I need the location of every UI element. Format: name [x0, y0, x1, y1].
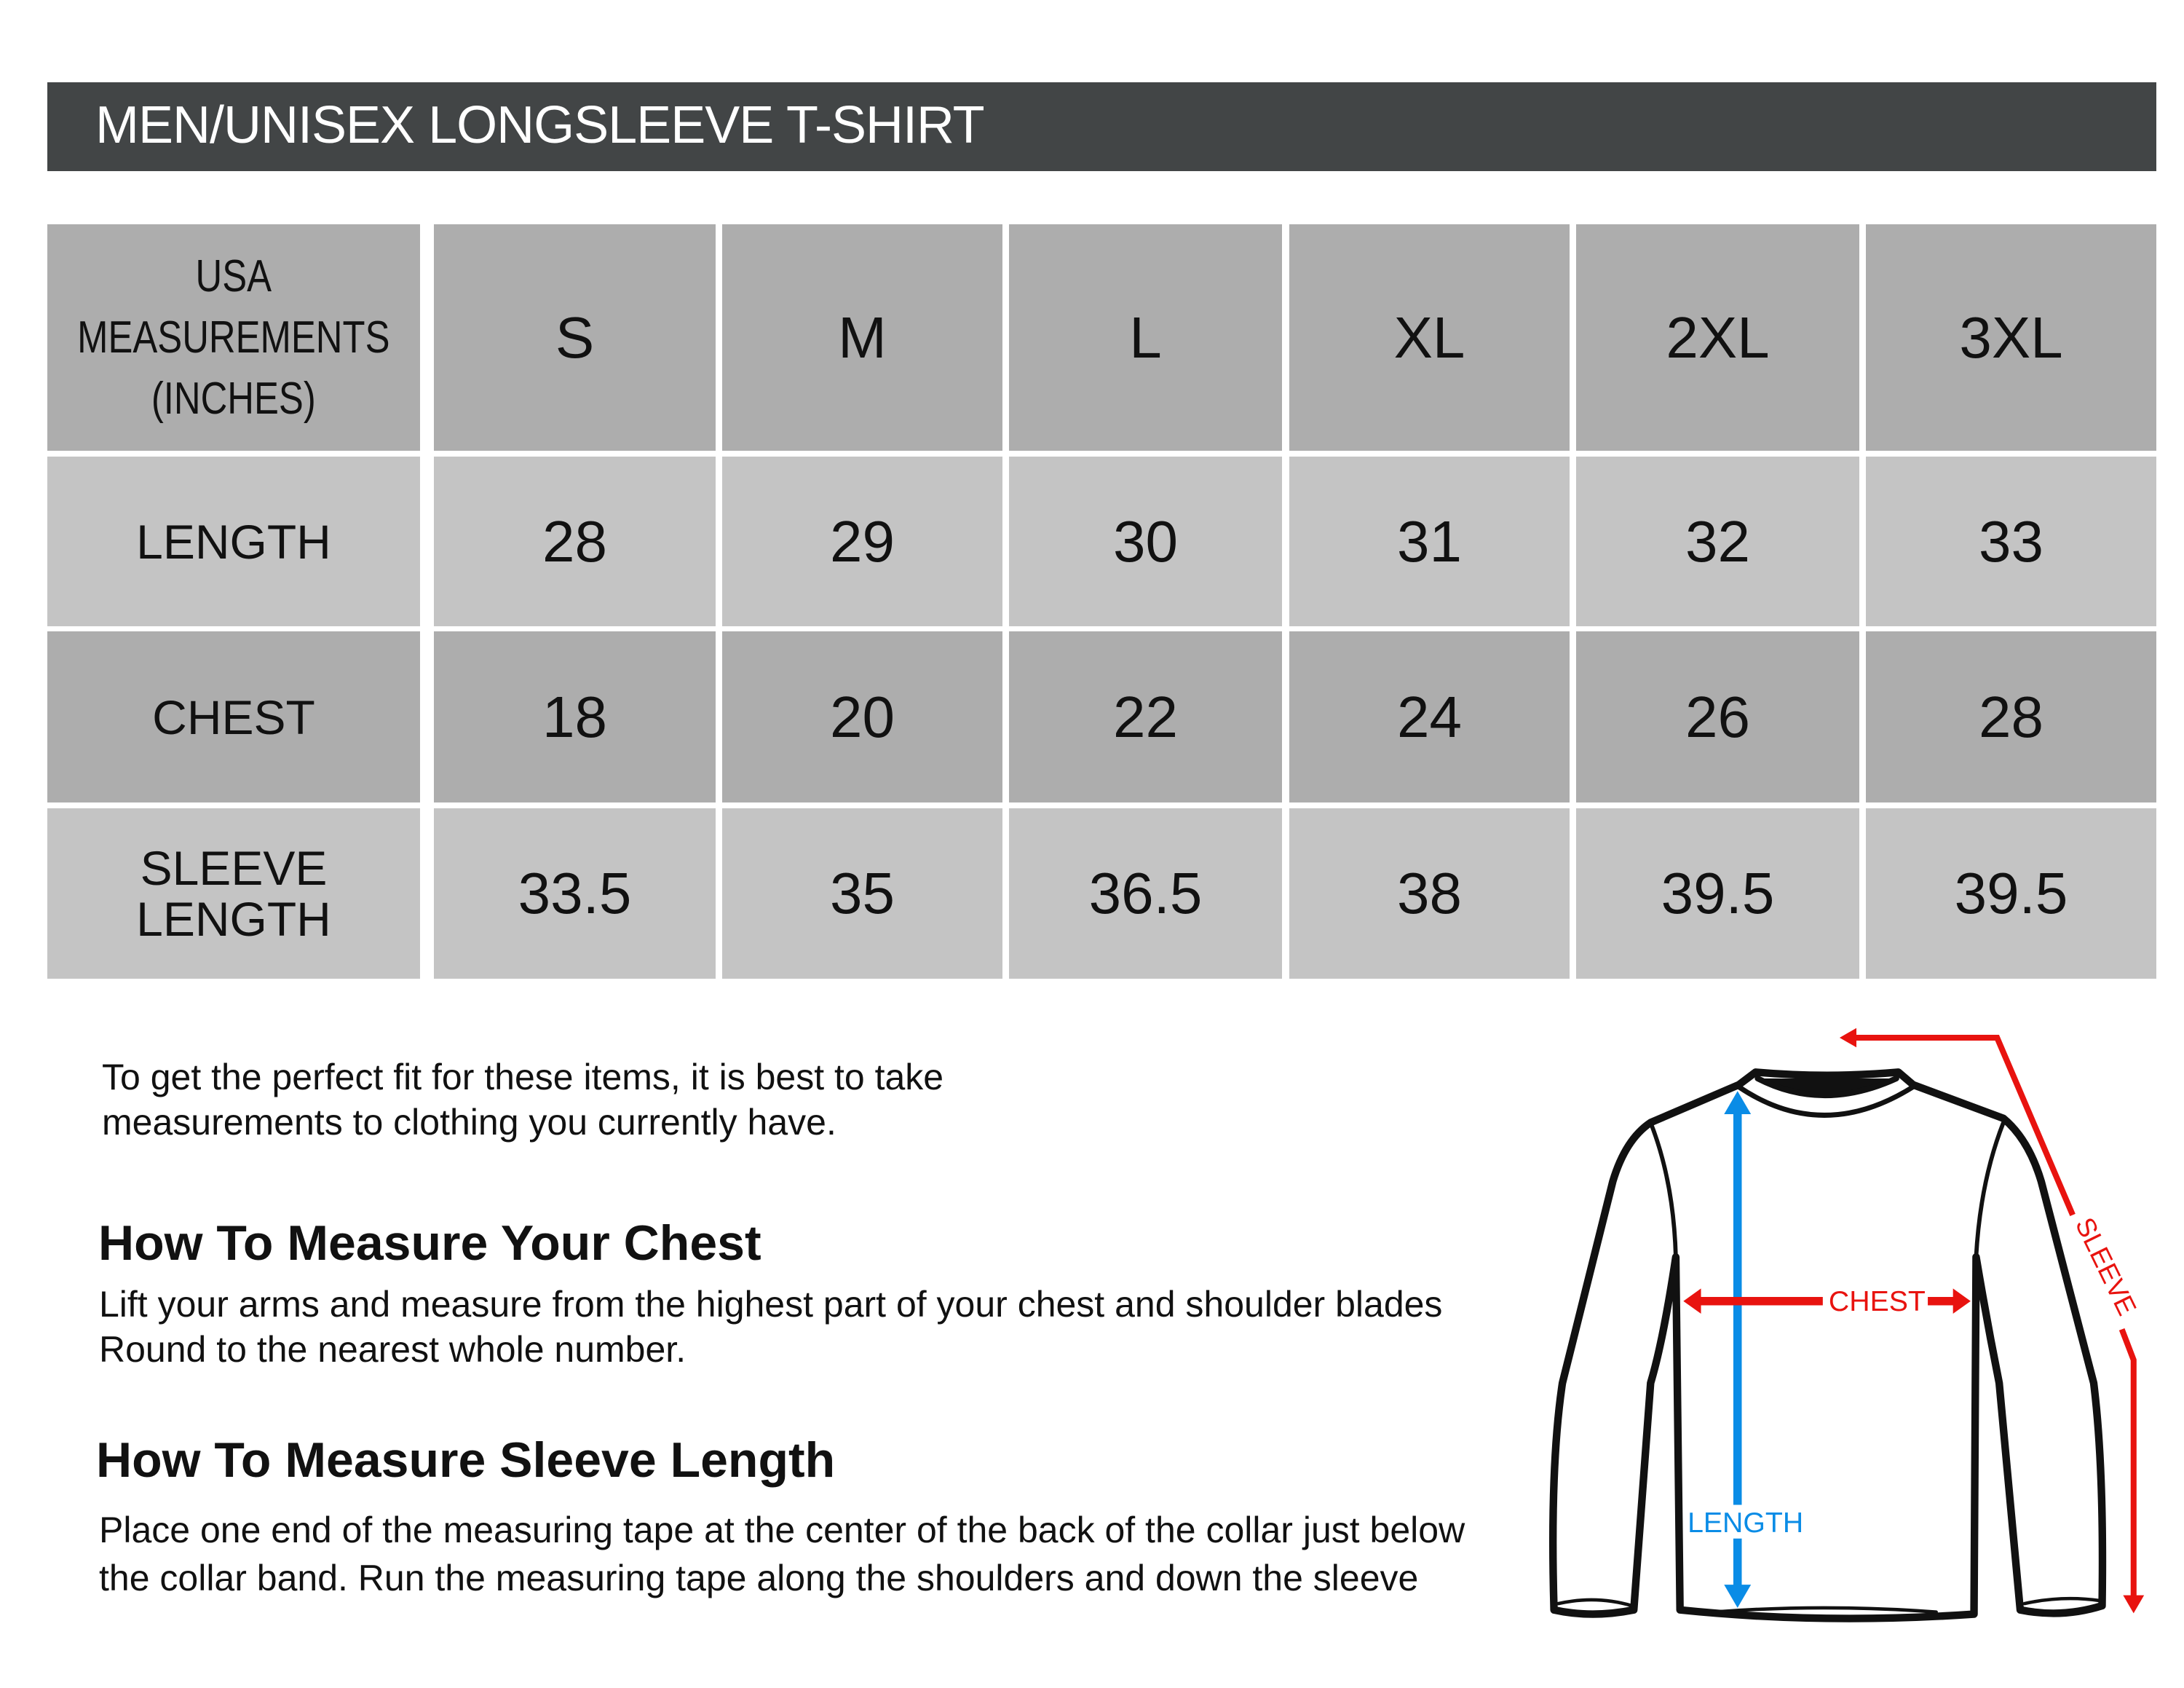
row-label: LENGTH	[136, 514, 331, 569]
chest-line: Lift your arms and measure from the high…	[99, 1284, 1443, 1325]
cell-value: 22	[1113, 684, 1178, 749]
table-cell: 39.5	[1866, 808, 2156, 979]
length-label: LENGTH	[1688, 1507, 1803, 1539]
table-cell: 28	[1866, 631, 2156, 802]
size-label: L	[1129, 304, 1162, 370]
chest-arrow	[1683, 1288, 1971, 1314]
size-header-cell: S	[434, 224, 716, 451]
table-cell: 39.5	[1576, 808, 1859, 979]
shirt-diagram: LENGTH CHEST SLEEVE	[1548, 1028, 2145, 1622]
cell-value: 26	[1685, 684, 1750, 749]
cell-value: 20	[830, 684, 895, 749]
table-cell: 33	[1866, 457, 2156, 626]
cell-value: 31	[1397, 508, 1462, 574]
size-header-cell: M	[722, 224, 1002, 451]
size-header-cell: L	[1009, 224, 1282, 451]
table-cell: 29	[722, 457, 1002, 626]
row-label: CHEST	[152, 690, 315, 744]
table-cell: 35	[722, 808, 1002, 979]
row-label-line: SLEEVE	[140, 841, 328, 895]
cell-value: 28	[1979, 684, 2043, 749]
sleeve-line: the collar band. Run the measuring tape …	[99, 1558, 1419, 1598]
intro-line: measurements to clothing you currently h…	[102, 1102, 836, 1143]
chest-instructions: Lift your arms and measure from the high…	[99, 1282, 1442, 1372]
chest-heading: How To Measure Your Chest	[98, 1215, 761, 1271]
size-header-cell: XL	[1289, 224, 1570, 451]
cell-value: 39.5	[1954, 861, 2068, 926]
table-cell: 20	[722, 631, 1002, 802]
table-cell: 26	[1576, 631, 1859, 802]
size-label: XL	[1393, 304, 1465, 370]
page-title: MEN/UNISEX LONGSLEEVE T-SHIRT	[95, 96, 985, 154]
cell-value: 36.5	[1088, 861, 1203, 926]
size-header-cell: 2XL	[1576, 224, 1859, 451]
chest-line: Round to the nearest whole number.	[99, 1329, 687, 1370]
sleeve-line: Place one end of the measuring tape at t…	[99, 1510, 1465, 1550]
table-cell: 28	[434, 457, 716, 626]
cell-value: 29	[830, 508, 895, 574]
row-label-cell: LENGTH	[47, 457, 420, 626]
table-cell: 32	[1576, 457, 1859, 626]
table-cell: 24	[1289, 631, 1570, 802]
length-arrow	[1724, 1091, 1752, 1608]
corner-header-line: (INCHES)	[151, 373, 316, 424]
sleeve-arrow	[1839, 1028, 2145, 1614]
sleeve-label: SLEEVE	[2070, 1213, 2143, 1320]
row-label-cell: SLEEVE LENGTH	[47, 808, 420, 979]
row-label: SLEEVE LENGTH	[136, 843, 331, 944]
size-label: S	[555, 304, 595, 370]
table-cell: 31	[1289, 457, 1570, 626]
cell-value: 18	[542, 684, 607, 749]
size-label: 2XL	[1666, 304, 1770, 370]
cell-value: 38	[1397, 861, 1462, 926]
cell-value: 28	[542, 508, 607, 574]
cell-value: 32	[1685, 508, 1750, 574]
row-label-line: LENGTH	[136, 892, 331, 946]
size-header-cell: 3XL	[1866, 224, 2156, 451]
sleeve-heading: How To Measure Sleeve Length	[96, 1432, 836, 1488]
corner-header-line: MEASUREMENTS	[77, 312, 390, 363]
cell-value: 35	[830, 861, 895, 926]
cell-value: 24	[1397, 684, 1462, 749]
corner-header-text: USA MEASUREMENTS (INCHES)	[43, 246, 424, 430]
size-label: M	[838, 304, 887, 370]
table-cell: 30	[1009, 457, 1282, 626]
table-cell: 38	[1289, 808, 1570, 979]
intro-text: To get the perfect fit for these items, …	[102, 1054, 943, 1145]
cell-value: 33.5	[518, 861, 632, 926]
chest-label: CHEST	[1829, 1285, 1926, 1317]
sleeve-instructions: Place one end of the measuring tape at t…	[99, 1506, 1465, 1602]
size-label: 3XL	[1959, 304, 2063, 370]
table-cell: 18	[434, 631, 716, 802]
table-cell: 22	[1009, 631, 1282, 802]
corner-header-cell: USA MEASUREMENTS (INCHES)	[47, 224, 420, 451]
shirt-outline	[1548, 1068, 2107, 1622]
intro-line: To get the perfect fit for these items, …	[102, 1057, 944, 1097]
corner-header-line: USA	[195, 251, 272, 301]
row-label-cell: CHEST	[47, 631, 420, 802]
table-cell: 33.5	[434, 808, 716, 979]
table-cell: 36.5	[1009, 808, 1282, 979]
cell-value: 39.5	[1661, 861, 1775, 926]
title-bar: MEN/UNISEX LONGSLEEVE T-SHIRT	[47, 82, 2156, 171]
cell-value: 30	[1113, 508, 1178, 574]
cell-value: 33	[1979, 508, 2043, 574]
